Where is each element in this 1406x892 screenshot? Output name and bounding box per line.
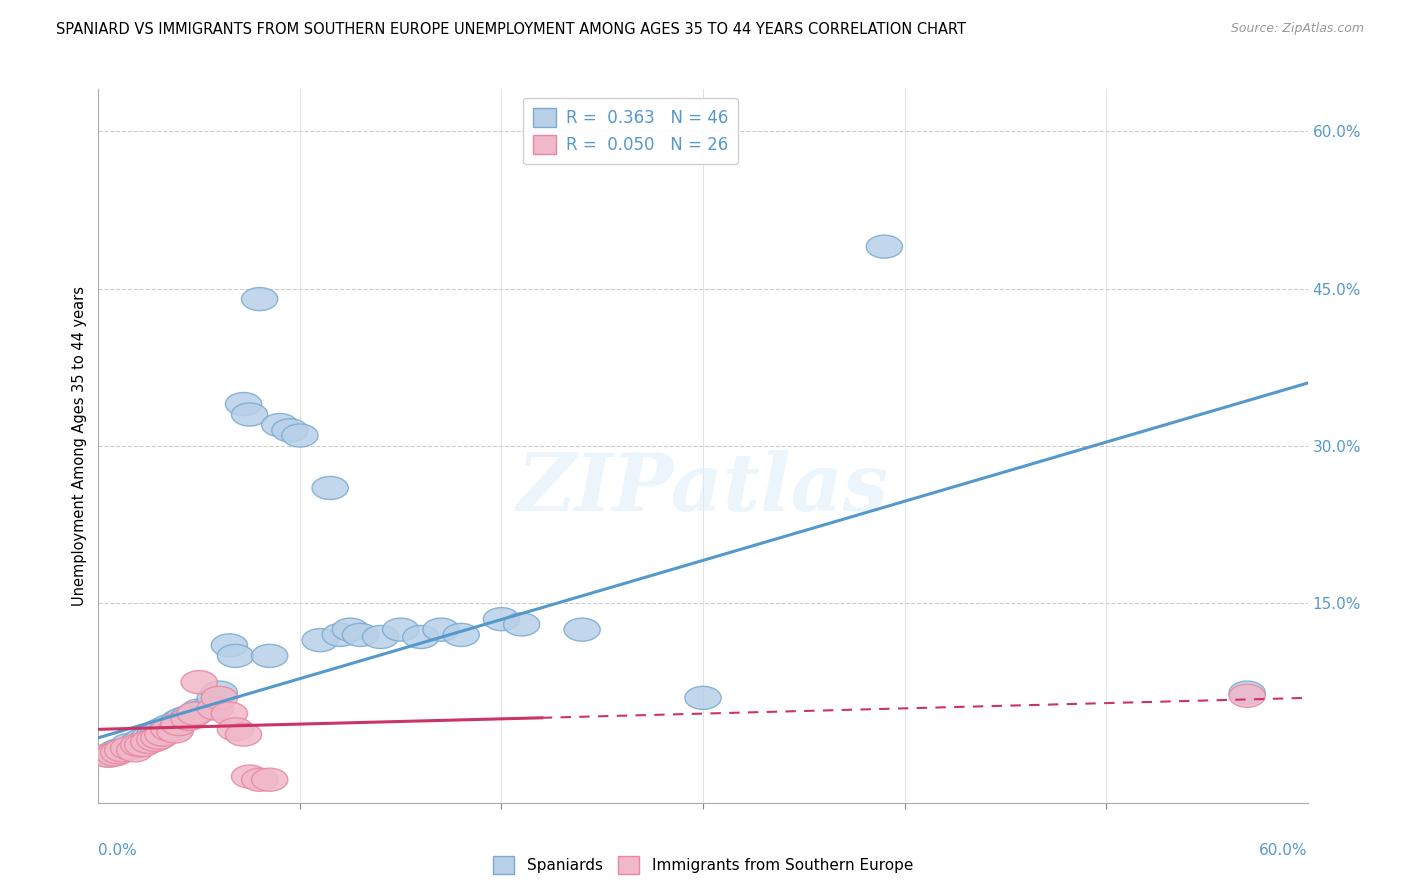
Ellipse shape bbox=[90, 744, 127, 767]
Ellipse shape bbox=[125, 733, 160, 756]
Ellipse shape bbox=[1229, 681, 1265, 704]
Ellipse shape bbox=[165, 707, 201, 731]
Ellipse shape bbox=[218, 718, 253, 741]
Ellipse shape bbox=[423, 618, 460, 641]
Ellipse shape bbox=[197, 686, 233, 709]
Ellipse shape bbox=[332, 618, 368, 641]
Ellipse shape bbox=[211, 634, 247, 657]
Ellipse shape bbox=[503, 613, 540, 636]
Ellipse shape bbox=[100, 739, 136, 762]
Ellipse shape bbox=[157, 720, 193, 743]
Ellipse shape bbox=[121, 733, 157, 756]
Ellipse shape bbox=[145, 718, 181, 741]
Text: ZIPatlas: ZIPatlas bbox=[517, 450, 889, 527]
Ellipse shape bbox=[181, 699, 218, 722]
Ellipse shape bbox=[363, 625, 399, 648]
Ellipse shape bbox=[100, 741, 136, 764]
Text: 60.0%: 60.0% bbox=[1260, 843, 1308, 858]
Ellipse shape bbox=[242, 768, 278, 791]
Ellipse shape bbox=[125, 728, 160, 751]
Ellipse shape bbox=[443, 624, 479, 647]
Ellipse shape bbox=[242, 287, 278, 310]
Ellipse shape bbox=[302, 629, 339, 652]
Ellipse shape bbox=[157, 718, 193, 741]
Ellipse shape bbox=[191, 697, 228, 720]
Ellipse shape bbox=[117, 739, 153, 762]
Legend: R =  0.363   N = 46, R =  0.050   N = 26: R = 0.363 N = 46, R = 0.050 N = 26 bbox=[523, 97, 738, 164]
Ellipse shape bbox=[181, 671, 218, 694]
Text: SPANIARD VS IMMIGRANTS FROM SOUTHERN EUROPE UNEMPLOYMENT AMONG AGES 35 TO 44 YEA: SPANIARD VS IMMIGRANTS FROM SOUTHERN EUR… bbox=[56, 22, 966, 37]
Ellipse shape bbox=[484, 607, 520, 631]
Ellipse shape bbox=[232, 403, 267, 426]
Ellipse shape bbox=[382, 618, 419, 641]
Ellipse shape bbox=[312, 476, 349, 500]
Ellipse shape bbox=[177, 702, 214, 725]
Ellipse shape bbox=[197, 697, 233, 720]
Ellipse shape bbox=[97, 743, 132, 766]
Ellipse shape bbox=[150, 718, 187, 741]
Ellipse shape bbox=[160, 709, 197, 732]
Ellipse shape bbox=[97, 741, 132, 764]
Ellipse shape bbox=[564, 618, 600, 641]
Ellipse shape bbox=[150, 714, 187, 738]
Ellipse shape bbox=[402, 625, 439, 648]
Ellipse shape bbox=[201, 686, 238, 709]
Ellipse shape bbox=[172, 706, 207, 728]
Ellipse shape bbox=[281, 424, 318, 447]
Ellipse shape bbox=[131, 726, 167, 749]
Ellipse shape bbox=[141, 726, 177, 749]
Ellipse shape bbox=[1229, 684, 1265, 707]
Ellipse shape bbox=[145, 723, 181, 746]
Ellipse shape bbox=[104, 739, 141, 762]
Ellipse shape bbox=[201, 681, 238, 704]
Text: Source: ZipAtlas.com: Source: ZipAtlas.com bbox=[1230, 22, 1364, 36]
Ellipse shape bbox=[141, 720, 177, 743]
Ellipse shape bbox=[211, 702, 247, 725]
Ellipse shape bbox=[262, 414, 298, 436]
Ellipse shape bbox=[218, 644, 253, 667]
Ellipse shape bbox=[104, 739, 141, 762]
Text: 0.0%: 0.0% bbox=[98, 843, 138, 858]
Ellipse shape bbox=[111, 733, 146, 756]
Ellipse shape bbox=[685, 686, 721, 709]
Ellipse shape bbox=[225, 392, 262, 416]
Ellipse shape bbox=[121, 731, 157, 754]
Ellipse shape bbox=[252, 644, 288, 667]
Ellipse shape bbox=[160, 713, 197, 736]
Ellipse shape bbox=[225, 723, 262, 746]
Ellipse shape bbox=[90, 744, 127, 767]
Y-axis label: Unemployment Among Ages 35 to 44 years: Unemployment Among Ages 35 to 44 years bbox=[72, 286, 87, 606]
Ellipse shape bbox=[177, 702, 214, 725]
Ellipse shape bbox=[136, 723, 173, 746]
Ellipse shape bbox=[232, 765, 267, 789]
Ellipse shape bbox=[342, 624, 378, 647]
Ellipse shape bbox=[866, 235, 903, 258]
Ellipse shape bbox=[117, 736, 153, 759]
Legend: Spaniards, Immigrants from Southern Europe: Spaniards, Immigrants from Southern Euro… bbox=[486, 850, 920, 880]
Ellipse shape bbox=[271, 418, 308, 442]
Ellipse shape bbox=[252, 768, 288, 791]
Ellipse shape bbox=[136, 728, 173, 751]
Ellipse shape bbox=[172, 707, 207, 731]
Ellipse shape bbox=[322, 624, 359, 647]
Ellipse shape bbox=[111, 737, 146, 760]
Ellipse shape bbox=[131, 731, 167, 754]
